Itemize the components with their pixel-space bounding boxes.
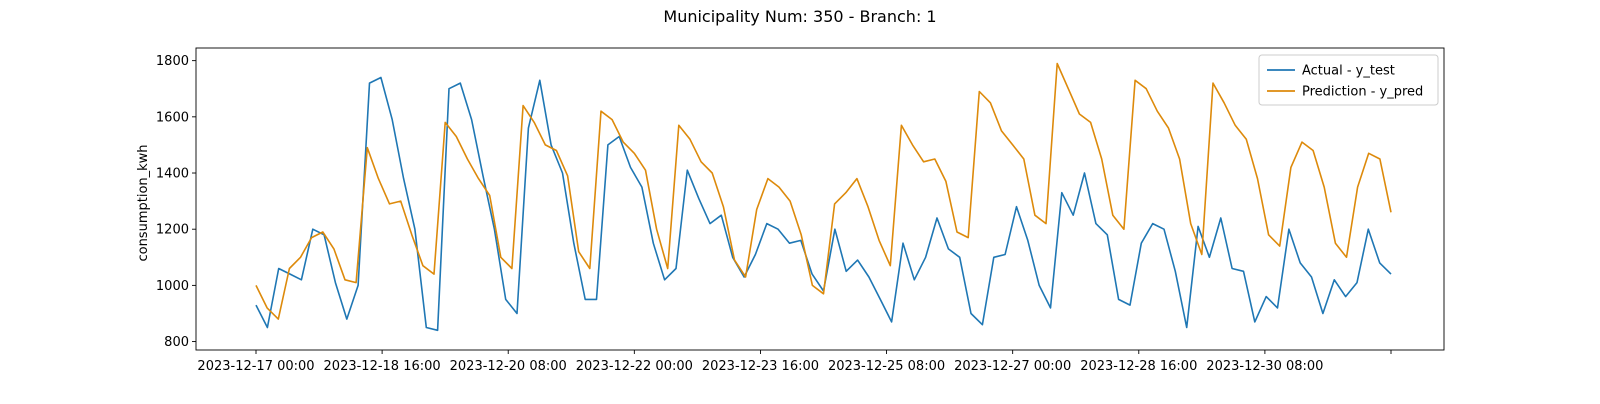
y-tick-label: 1200 bbox=[156, 223, 189, 238]
y-tick-label: 1600 bbox=[156, 110, 189, 125]
legend-label: Prediction - y_pred bbox=[1302, 85, 1423, 100]
y-tick-label: 1000 bbox=[156, 279, 189, 294]
plot-frame bbox=[195, 47, 1445, 351]
chart-title: Municipality Num: 350 - Branch: 1 bbox=[663, 7, 936, 26]
series-line-2 bbox=[255, 62, 1392, 320]
x-tick-label: 2023-12-20 08:00 bbox=[450, 359, 567, 374]
x-tick-label: 2023-12-25 08:00 bbox=[828, 359, 945, 374]
x-tick-label: 2023-12-28 16:00 bbox=[1080, 359, 1197, 374]
legend: Actual - y_test Prediction - y_pred bbox=[1258, 54, 1439, 106]
axes: 800 1000 1200 1400 1600 1800 2023-12-17 00:00 2… bbox=[156, 47, 1445, 374]
y-tick-label: 1400 bbox=[156, 167, 189, 182]
plot-area bbox=[255, 62, 1392, 332]
x-tick-label: 2023-12-23 16:00 bbox=[702, 359, 819, 374]
x-tick-label: 2023-12-18 16:00 bbox=[324, 359, 441, 374]
x-tick-label: 2023-12-27 00:00 bbox=[954, 359, 1071, 374]
legend-box bbox=[1258, 54, 1439, 106]
y-tick-label: 800 bbox=[164, 335, 189, 350]
x-tick-label: 2023-12-17 00:00 bbox=[197, 359, 314, 374]
y-tick-label: 1800 bbox=[156, 54, 189, 69]
legend-label: Actual - y_test bbox=[1302, 64, 1395, 79]
x-tick-label: 2023-12-30 08:00 bbox=[1206, 359, 1323, 374]
y-axis-label: consumption_kwh bbox=[136, 144, 151, 261]
x-tick-label: 2023-12-22 00:00 bbox=[576, 359, 693, 374]
